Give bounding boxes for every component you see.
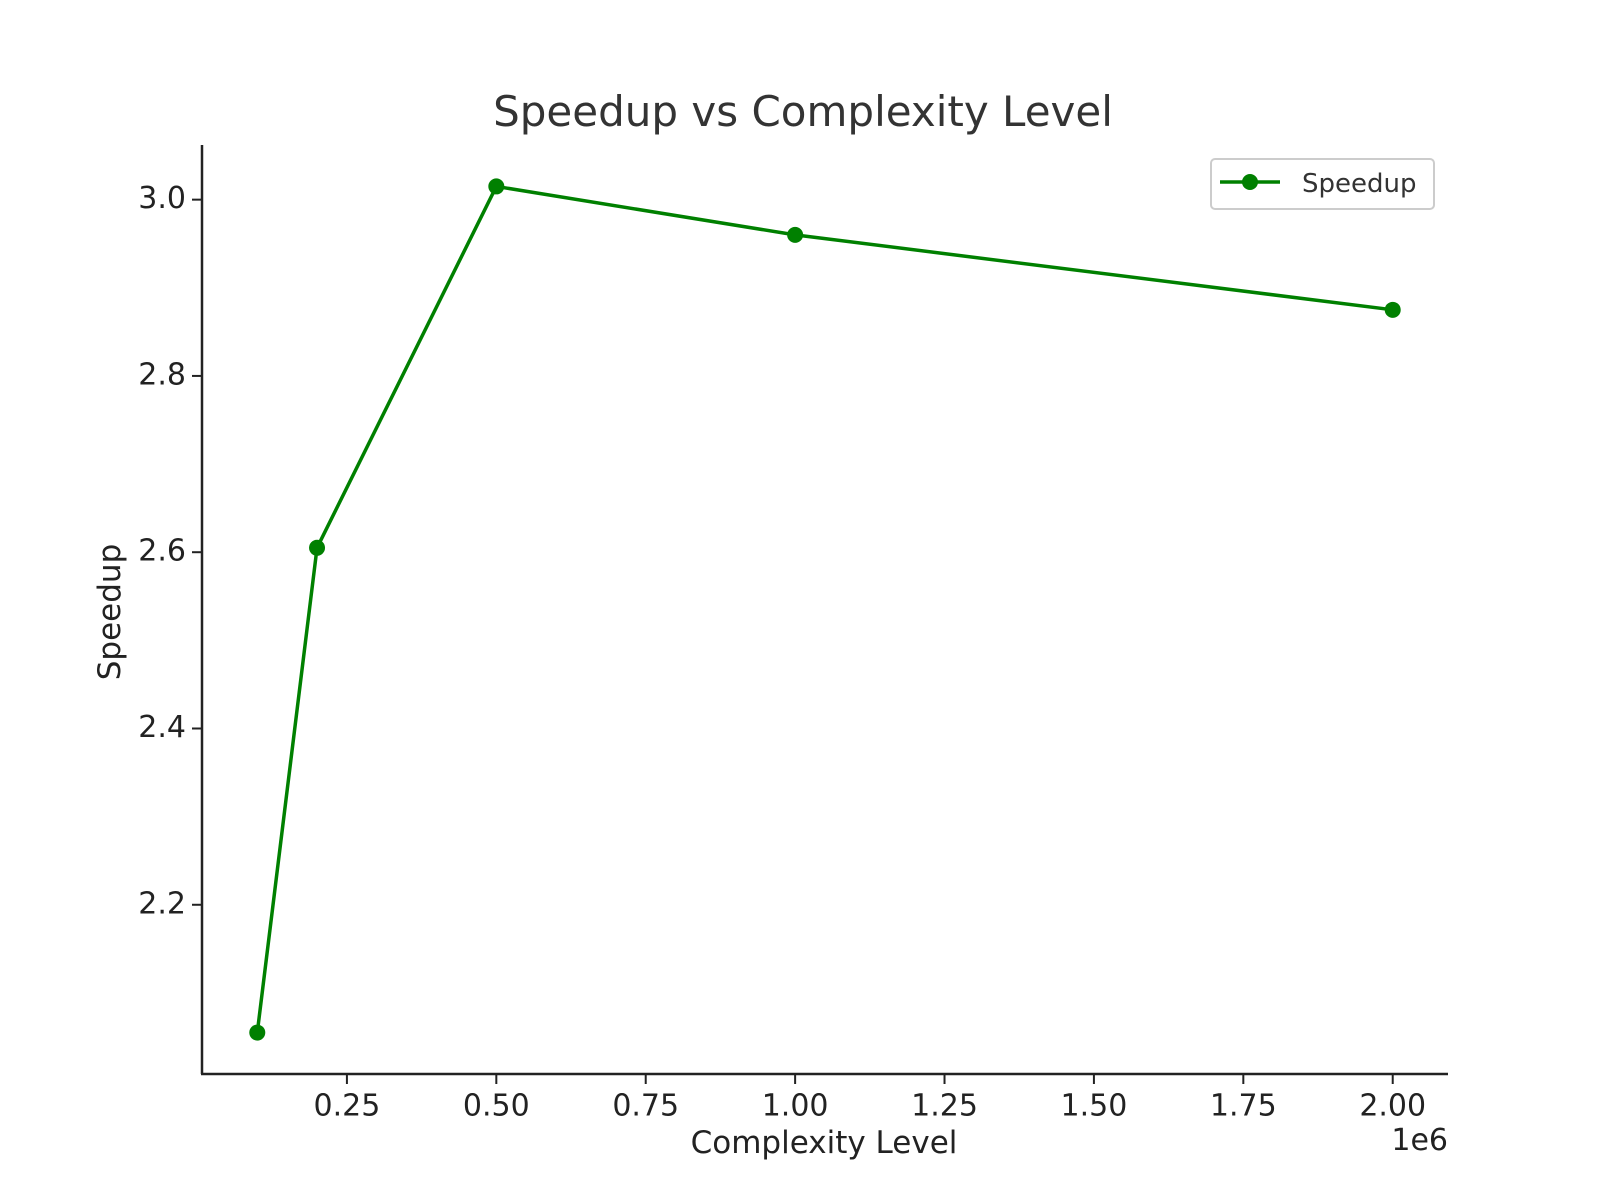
y-tick-label: 2.4 <box>138 710 186 745</box>
legend-marker-swatch <box>1242 174 1258 190</box>
x-ticks: 0.25 0.50 0.75 1.00 1.25 1.50 1.75 2.00 <box>314 1074 1426 1124</box>
x-tick-label: 1.00 <box>762 1089 829 1124</box>
data-point <box>249 1024 266 1041</box>
data-point <box>309 539 326 556</box>
data-point <box>787 226 804 243</box>
x-tick-label: 1.75 <box>1210 1089 1277 1124</box>
chart-title: Speedup vs Complexity Level <box>493 87 1113 136</box>
data-point <box>1384 301 1401 318</box>
x-tick-label: 1.25 <box>911 1089 978 1124</box>
legend-box <box>1210 158 1435 210</box>
x-tick-label: 0.25 <box>314 1089 381 1124</box>
legend-entry-speedup: Speedup <box>1302 169 1417 199</box>
x-tick-label: 0.75 <box>612 1089 679 1124</box>
x-tick-label: 1.50 <box>1061 1089 1128 1124</box>
x-tick-label: 0.50 <box>463 1089 530 1124</box>
series-layer <box>249 178 1401 1041</box>
y-tick-label: 3.0 <box>138 181 186 216</box>
x-axis-label: Complexity Level <box>691 1125 958 1161</box>
y-tick-label: 2.6 <box>138 534 186 569</box>
y-tick-label: 2.2 <box>138 886 186 921</box>
y-axis-label: Speedup <box>92 544 128 681</box>
axes <box>200 145 1448 1076</box>
data-point <box>488 178 505 195</box>
x-tick-label: 2.00 <box>1359 1089 1426 1124</box>
x-axis-offset-label: 1e6 <box>1391 1123 1448 1158</box>
y-tick-label: 2.8 <box>138 357 186 392</box>
legend: Speedup <box>1210 158 1435 210</box>
y-ticks: 2.2 2.4 2.6 2.8 3.0 <box>138 181 202 921</box>
